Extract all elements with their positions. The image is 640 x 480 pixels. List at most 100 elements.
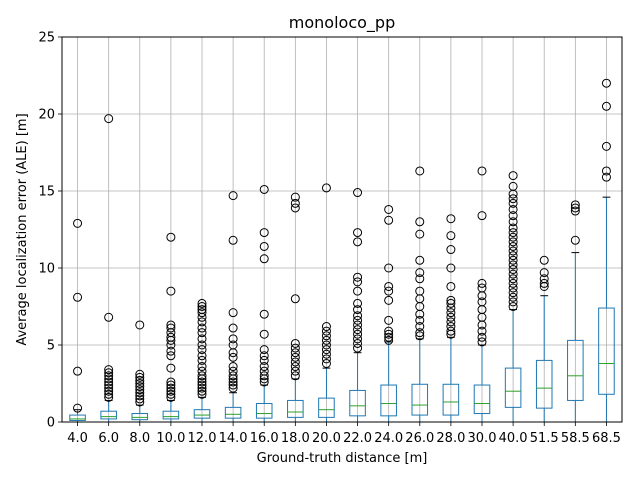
box-16.0 bbox=[255, 184, 273, 423]
flier-point bbox=[135, 394, 145, 404]
flier-point bbox=[446, 245, 456, 255]
flier-point bbox=[197, 305, 207, 315]
flier-point bbox=[508, 274, 518, 284]
flier-point bbox=[415, 217, 425, 227]
flier-point bbox=[228, 377, 238, 387]
flier-point bbox=[353, 334, 363, 344]
flier-point bbox=[446, 322, 456, 332]
box-18.0 bbox=[287, 192, 304, 423]
flier-point bbox=[508, 265, 518, 275]
flier-point bbox=[135, 397, 145, 407]
flier-point bbox=[290, 362, 300, 372]
flier-point bbox=[259, 309, 269, 319]
flier-point bbox=[135, 391, 145, 401]
flier-point bbox=[508, 292, 518, 302]
flier-point bbox=[259, 362, 269, 372]
flier-point bbox=[197, 366, 207, 376]
box-iqr bbox=[535, 359, 553, 409]
flier-point bbox=[197, 345, 207, 355]
flier-point bbox=[477, 278, 487, 288]
flier-point bbox=[415, 166, 425, 176]
flier-point bbox=[508, 255, 518, 265]
flier-point bbox=[104, 380, 114, 390]
flier-point bbox=[477, 332, 487, 342]
flier-point bbox=[290, 366, 300, 376]
flier-point bbox=[197, 323, 207, 333]
flier-point bbox=[353, 277, 363, 287]
flier-point bbox=[104, 114, 114, 124]
box-series bbox=[69, 78, 615, 423]
flier-point bbox=[353, 286, 363, 296]
box-28.0 bbox=[442, 214, 460, 423]
box-40.0 bbox=[504, 171, 522, 423]
box-iqr bbox=[287, 399, 304, 418]
flier-point bbox=[197, 380, 207, 390]
flier-point bbox=[228, 191, 238, 201]
box-iqr bbox=[473, 384, 491, 415]
box-iqr bbox=[224, 406, 242, 419]
flier-point bbox=[477, 337, 487, 347]
flier-point bbox=[384, 295, 394, 305]
flier-point bbox=[415, 286, 425, 296]
x-axis-title: Ground-truth distance [m] bbox=[257, 451, 428, 466]
plot-frame bbox=[61, 36, 623, 423]
flier-point bbox=[353, 298, 363, 308]
chart-title: monoloco_pp bbox=[289, 13, 395, 33]
flier-point bbox=[446, 263, 456, 273]
flier-point bbox=[321, 345, 331, 355]
box-iqr bbox=[442, 383, 460, 416]
flier-point bbox=[259, 254, 269, 264]
flier-point bbox=[166, 323, 176, 333]
y-tick-label: 10 bbox=[38, 262, 55, 277]
flier-point bbox=[135, 382, 145, 392]
flier-point bbox=[104, 386, 114, 396]
flier-point bbox=[135, 379, 145, 388]
flier-point bbox=[166, 363, 176, 373]
flier-point bbox=[384, 263, 394, 273]
flier-point bbox=[415, 229, 425, 239]
flier-point bbox=[477, 166, 487, 176]
box-10.0 bbox=[162, 232, 180, 423]
flier-point bbox=[415, 274, 425, 284]
flier-point bbox=[508, 269, 518, 279]
x-tick-label: 8.0 bbox=[129, 431, 150, 446]
flier-point bbox=[384, 332, 394, 342]
flier-point bbox=[321, 358, 331, 368]
flier-point bbox=[166, 286, 176, 296]
flier-point bbox=[290, 352, 300, 362]
flier-point bbox=[197, 383, 207, 393]
flier-point bbox=[228, 383, 238, 393]
flier-point bbox=[570, 200, 580, 210]
flier-point bbox=[353, 325, 363, 335]
flier-point bbox=[290, 203, 300, 213]
flier-point bbox=[353, 343, 363, 353]
flier-point bbox=[415, 315, 425, 325]
flier-point bbox=[197, 386, 207, 396]
flier-point bbox=[290, 192, 300, 202]
flier-point bbox=[197, 302, 207, 311]
flier-point bbox=[384, 215, 394, 225]
flier-point bbox=[135, 320, 145, 330]
flier-point bbox=[259, 377, 269, 387]
box-iqr bbox=[567, 339, 584, 401]
flier-point bbox=[508, 181, 518, 191]
flier-point bbox=[353, 305, 363, 315]
flier-point bbox=[290, 371, 300, 381]
flier-point bbox=[104, 383, 114, 393]
flier-point bbox=[135, 375, 145, 385]
x-tick-label: 51.5 bbox=[530, 431, 559, 446]
y-tick-label: 15 bbox=[38, 185, 55, 200]
y-tick-label: 20 bbox=[38, 108, 55, 123]
flier-point bbox=[477, 211, 487, 221]
flier-point bbox=[353, 320, 363, 330]
flier-point bbox=[290, 343, 300, 353]
flier-point bbox=[508, 204, 518, 214]
flier-point bbox=[197, 362, 207, 372]
flier-point bbox=[446, 312, 456, 322]
box-iqr bbox=[131, 413, 149, 421]
box-iqr bbox=[411, 383, 429, 416]
flier-point bbox=[104, 374, 114, 384]
flier-point bbox=[353, 311, 363, 321]
flier-point bbox=[539, 268, 549, 278]
flier-point bbox=[197, 355, 207, 365]
